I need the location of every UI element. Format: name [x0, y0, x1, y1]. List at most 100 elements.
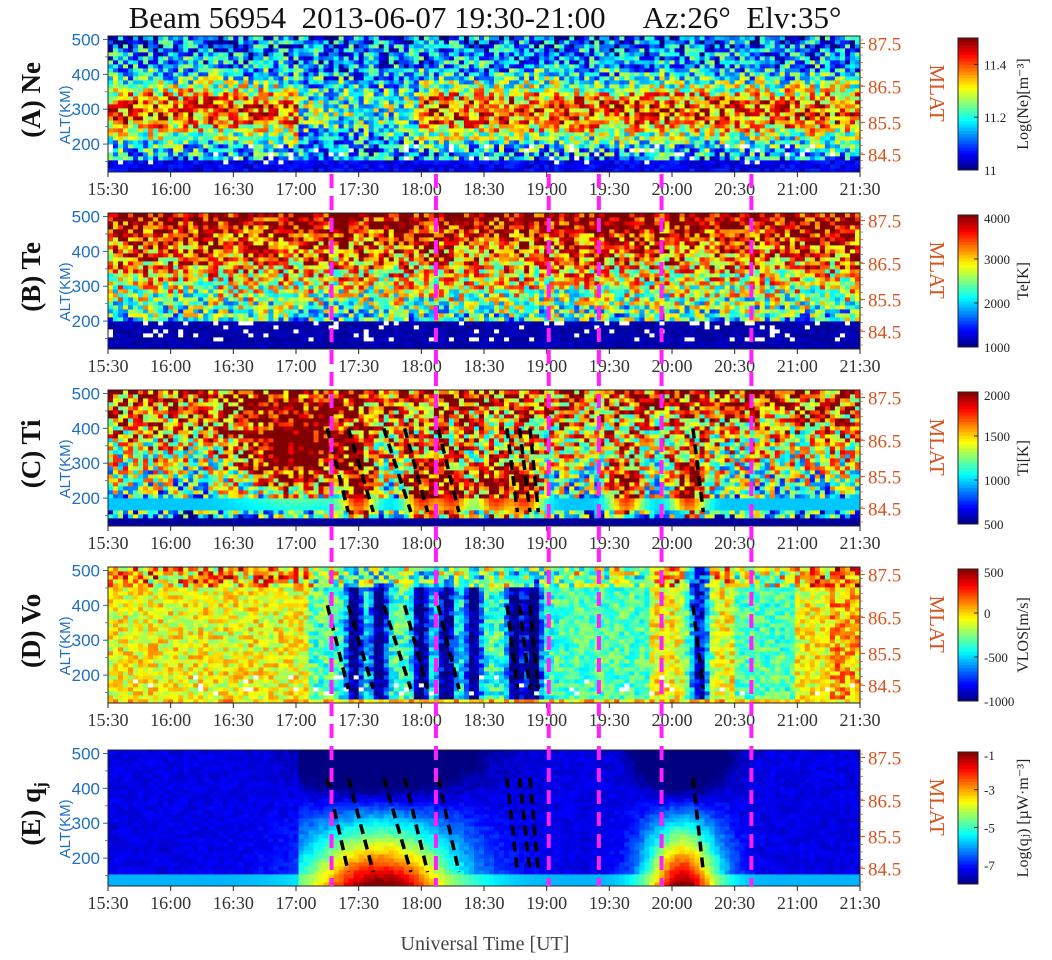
mlat-tick-label-C-2: 86.5 [868, 431, 901, 452]
fit-line-C-0 [325, 427, 350, 513]
alt-tick-label-A-1: 300 [72, 100, 100, 119]
time-tick-label-E-9: 20:00 [651, 893, 692, 913]
heatmap-C [108, 390, 861, 527]
colorbar-frame-D [957, 568, 979, 702]
alt-axis-label-D: ALT(KM) [57, 616, 74, 675]
alt-tick-label-C-2: 400 [72, 419, 100, 438]
mlat-axis-label-C: MLAT [925, 419, 949, 476]
mlat-tick-label-E-1: 85.5 [868, 827, 901, 848]
time-tick-label-D-10: 20:30 [714, 710, 755, 730]
colorbar-tick-label-D-3: 500 [984, 565, 1004, 580]
alt-tick-label-A-0: 200 [72, 135, 100, 154]
time-tick-label-D-6: 18:30 [463, 710, 504, 730]
alt-axis-label-A: ALT(KM) [57, 85, 74, 144]
time-tick-label-A-0: 15:30 [87, 179, 128, 199]
panel-tag-A: (A) Ne [16, 62, 46, 138]
alt-tick-label-C-0: 200 [72, 489, 100, 508]
fit-line-C-3 [402, 427, 430, 513]
mlat-axis-label-A: MLAT [925, 65, 949, 122]
colorbar-tick-label-B-1: 2000 [984, 296, 1010, 311]
time-tick-label-A-8: 19:30 [589, 179, 630, 199]
heatmap-B [108, 213, 861, 350]
colorbar-tick-label-D-2: 0 [984, 606, 991, 621]
time-tick-label-B-6: 18:30 [463, 356, 504, 376]
panel-E: 200 300 400 500 ALT(KM) 84.5 85.5 86.5 87.5 MLAT 1… [16, 744, 1032, 913]
colorbar-tick-label-B-2: 3000 [984, 252, 1010, 267]
fit-line-D-4 [436, 604, 461, 690]
time-tick-label-B-1: 16:00 [150, 356, 191, 376]
time-tick-label-D-2: 16:30 [213, 710, 254, 730]
time-tick-label-C-2: 16:30 [213, 533, 254, 553]
mlat-tick-label-A-3: 87.5 [868, 34, 901, 55]
colorbar-frame-B [957, 214, 979, 348]
colorbar-tick-label-E-1: -5 [984, 820, 995, 835]
time-tick-label-E-5: 18:00 [401, 893, 442, 913]
time-tick-label-D-5: 18:00 [401, 710, 442, 730]
colorbar-D: -1000 -500 0 500 VLOS[m/s] [957, 565, 1032, 709]
colorbar-tick-label-A-1: 11.2 [984, 110, 1006, 125]
fit-line-D-6 [517, 605, 532, 690]
alt-tick-label-B-2: 400 [72, 242, 100, 261]
panel-tag-C: (C) Ti [16, 419, 46, 488]
fit-line-D-1 [346, 604, 375, 690]
colorbar-tick-label-A-2: 11.4 [984, 57, 1007, 72]
colorbar-C: 500 1000 1500 2000 Ti[K] [957, 388, 1032, 532]
fit-line-D-5 [505, 605, 520, 690]
time-tick-label-D-1: 16:00 [150, 710, 191, 730]
mlat-axis-label-B: MLAT [925, 242, 949, 299]
time-tick-label-A-1: 16:00 [150, 179, 191, 199]
alt-axis-label-B: ALT(KM) [57, 262, 74, 321]
time-tick-label-B-10: 20:30 [714, 356, 755, 376]
time-tick-label-C-5: 18:00 [401, 533, 442, 553]
colorbar-frame-A [957, 37, 979, 171]
panel-tag-sub-E: j [31, 782, 50, 789]
time-tick-label-C-11: 21:00 [777, 533, 818, 553]
time-tick-label-C-7: 19:00 [526, 533, 567, 553]
time-tick-label-B-4: 17:30 [338, 356, 379, 376]
colorbar-tick-label-D-0: -1000 [984, 694, 1014, 709]
mlat-tick-label-C-3: 87.5 [868, 388, 901, 409]
alt-axis-label-E: ALT(KM) [57, 799, 74, 858]
time-tick-label-C-0: 15:30 [87, 533, 128, 553]
time-tick-label-A-10: 20:30 [714, 179, 755, 199]
time-tick-label-E-3: 17:00 [275, 893, 316, 913]
alt-tick-label-D-1: 300 [72, 631, 100, 650]
mlat-tick-label-E-3: 87.5 [868, 748, 901, 769]
panel-B: 200 300 400 500 ALT(KM) 84.5 85.5 86.5 87.5 MLAT 1… [16, 207, 1032, 376]
time-tick-label-A-3: 17:00 [275, 179, 316, 199]
mlat-tick-label-B-3: 87.5 [868, 211, 901, 232]
mlat-tick-label-B-0: 84.5 [868, 322, 901, 343]
mlat-tick-label-C-0: 84.5 [868, 499, 901, 520]
panel-C: 200 300 400 500 ALT(KM) 84.5 85.5 86.5 87.5 MLAT 1… [16, 384, 1032, 553]
fit-line-E-1 [346, 777, 375, 873]
panels-group: 200 300 400 500 ALT(KM) 84.5 85.5 86.5 87.5 MLAT 1… [16, 30, 1032, 913]
panel-A: 200 300 400 500 ALT(KM) 84.5 85.5 86.5 87.5 MLAT 1… [16, 30, 1032, 199]
time-tick-label-D-0: 15:30 [87, 710, 128, 730]
time-tick-label-E-4: 17:30 [338, 893, 379, 913]
alt-tick-label-E-2: 400 [72, 779, 100, 798]
fit-line-D-2 [382, 604, 413, 690]
time-tick-label-D-4: 17:30 [338, 710, 379, 730]
panel-tag-E: (E) qj [16, 782, 50, 845]
fit-line-E-4 [436, 777, 461, 873]
mlat-tick-label-A-2: 86.5 [868, 77, 901, 98]
colorbar-E: -7 -5 -3 -1 Log(qⱼ) [µW·m⁻³] [957, 748, 1032, 885]
panel-D: 200 300 400 500 ALT(KM) 84.5 85.5 86.5 87.5 MLAT 1… [16, 561, 1032, 730]
fit-line-C-8 [691, 428, 706, 513]
colorbar-tick-label-C-2: 1500 [984, 429, 1010, 444]
fit-line-D-3 [402, 604, 430, 690]
mlat-tick-label-E-2: 86.5 [868, 791, 901, 812]
time-tick-label-E-0: 15:30 [87, 893, 128, 913]
colorbar-tick-label-C-0: 500 [984, 517, 1004, 532]
time-tick-label-B-0: 15:30 [87, 356, 128, 376]
mlat-tick-label-D-0: 84.5 [868, 676, 901, 697]
time-tick-label-D-3: 17:00 [275, 710, 316, 730]
time-tick-label-D-9: 20:00 [651, 710, 692, 730]
heatmap-E [108, 750, 861, 887]
time-tick-label-C-9: 20:00 [651, 533, 692, 553]
colorbar-label-C: Ti[K] [1015, 440, 1032, 476]
time-tick-label-A-11: 21:00 [777, 179, 818, 199]
time-tick-label-E-8: 19:30 [589, 893, 630, 913]
alt-tick-label-B-3: 500 [72, 207, 100, 226]
colorbar-label-E: Log(qⱼ) [µW·m⁻³] [1015, 759, 1032, 878]
